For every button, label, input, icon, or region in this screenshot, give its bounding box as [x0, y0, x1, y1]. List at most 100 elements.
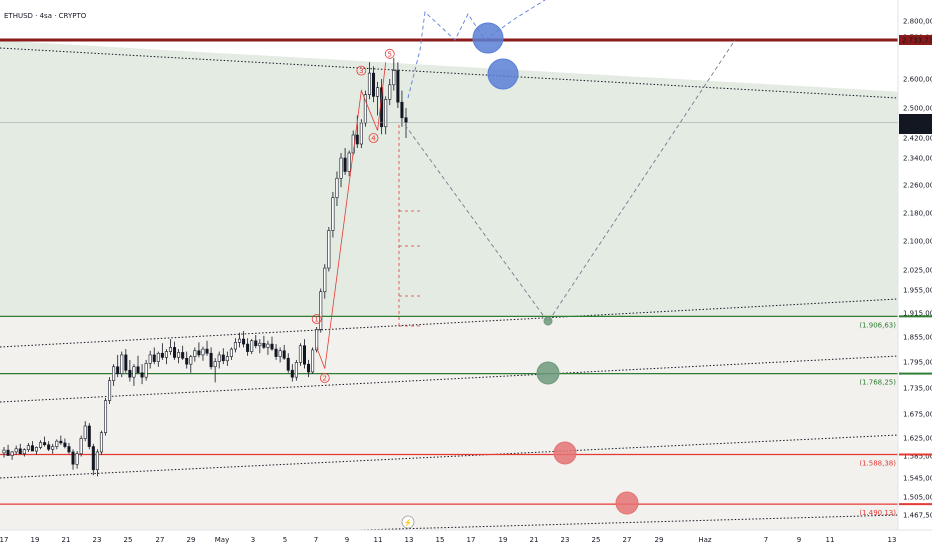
x-tick-label: 7	[764, 536, 768, 544]
candle-body	[10, 451, 14, 456]
candle-body	[246, 343, 250, 352]
candle-body	[384, 99, 388, 128]
level-label-support-2: (1.768,25)	[859, 379, 896, 387]
projection-path-v	[404, 39, 736, 323]
wave-label-4: 4	[371, 135, 376, 143]
y-tick-label: 1.585,00	[903, 453, 932, 461]
candle-body	[302, 345, 307, 365]
candle-body	[14, 448, 18, 453]
candle-body	[250, 340, 254, 352]
candle-body	[355, 134, 359, 145]
candle-body	[30, 445, 34, 452]
x-tick-label: 21	[530, 536, 539, 544]
x-tick-label: 27	[623, 536, 632, 544]
wave-label-3: 3	[359, 67, 363, 75]
candle-body	[266, 343, 270, 348]
candle-body	[396, 70, 400, 103]
resistance-axis-badge	[899, 35, 932, 45]
candle-body	[371, 72, 376, 97]
target-circle-blue-1	[472, 22, 504, 54]
wave-label-1: 1	[314, 316, 318, 324]
x-tick-label: 17	[0, 536, 8, 544]
y-tick-label: 2.800,00	[903, 18, 932, 26]
candle-body	[229, 348, 233, 357]
candle-body	[217, 354, 221, 362]
y-tick-label: 2.100,00	[903, 238, 932, 246]
candle-body	[282, 350, 286, 359]
candle-body	[335, 177, 339, 198]
candle-body	[168, 347, 173, 352]
x-tick-label: 23	[561, 536, 570, 544]
candle-body	[376, 87, 380, 97]
candle-body	[205, 348, 209, 354]
candle-body	[108, 380, 112, 401]
candle-body	[193, 350, 197, 357]
candle-body	[189, 356, 193, 365]
candle-body	[136, 366, 140, 374]
wave-circle-3	[356, 65, 367, 76]
candle-body	[120, 354, 124, 374]
x-tick-label: 19	[499, 536, 508, 544]
y-tick-label: 1.955,00	[903, 287, 932, 295]
y-tick-label: 1.675,00	[903, 411, 932, 419]
candle-body	[116, 366, 120, 374]
wave-circle-5	[384, 48, 395, 59]
y-tick-label: 1.505,00	[903, 494, 932, 502]
countdown-label: 02:49:27	[904, 125, 932, 133]
axis-marker-support-2	[899, 372, 932, 375]
target-circle-green-2	[536, 361, 560, 385]
x-tick-label: 21	[62, 536, 71, 544]
level-label-support-1: (1.906,63)	[859, 321, 896, 329]
candle-body	[347, 152, 351, 172]
price-axis	[898, 0, 932, 550]
candle-body	[87, 425, 91, 447]
candle-body	[156, 352, 160, 362]
candle-body	[262, 342, 266, 348]
candle-body	[152, 354, 156, 362]
candle-body	[103, 400, 108, 434]
candle-body	[270, 343, 274, 350]
candle-body	[181, 352, 185, 359]
candle-body	[197, 350, 201, 356]
candle-body	[278, 350, 282, 357]
candle-body	[177, 352, 181, 358]
x-tick-label: Haz	[698, 536, 712, 544]
x-tick-label: 17	[467, 536, 476, 544]
x-tick-label: 19	[31, 536, 40, 544]
x-tick-label: 5	[283, 536, 287, 544]
candle-body	[307, 363, 311, 373]
candle-body	[59, 440, 63, 444]
candle-body	[286, 357, 290, 371]
candle-body	[367, 72, 371, 95]
candle-body	[83, 425, 87, 439]
candle-body	[258, 342, 262, 347]
candle-body	[99, 432, 103, 453]
candle-body	[221, 354, 225, 362]
wave-circle-2	[319, 373, 330, 383]
last-price-label: 2.461,02	[902, 116, 932, 124]
axis-marker-support-4	[899, 503, 932, 506]
candle-body	[319, 291, 323, 330]
wave-circle-4	[368, 133, 379, 143]
y-tick-label: 1.795,00	[903, 359, 932, 367]
candle-body	[75, 453, 79, 465]
lower-fill	[0, 316, 898, 530]
target-circle-blue-2	[487, 58, 519, 90]
candle-body	[237, 338, 242, 343]
channel-line-5	[0, 514, 899, 541]
x-tick-label: 3	[251, 536, 255, 544]
candle-body	[311, 349, 315, 373]
y-tick-label: 2.340,00	[903, 155, 932, 163]
candle-body	[63, 442, 67, 447]
candle-body	[18, 448, 22, 455]
candle-body	[225, 356, 229, 362]
candle-body	[388, 84, 392, 100]
level-label-support-4: (1.490,13)	[859, 509, 896, 517]
x-tick-label: 7	[314, 536, 318, 544]
candle-body	[323, 267, 327, 293]
symbol-title: ETHUSD · 4sa · CRYPTO	[4, 12, 87, 20]
x-tick-label: 25	[124, 536, 133, 544]
candle-body	[209, 352, 213, 368]
